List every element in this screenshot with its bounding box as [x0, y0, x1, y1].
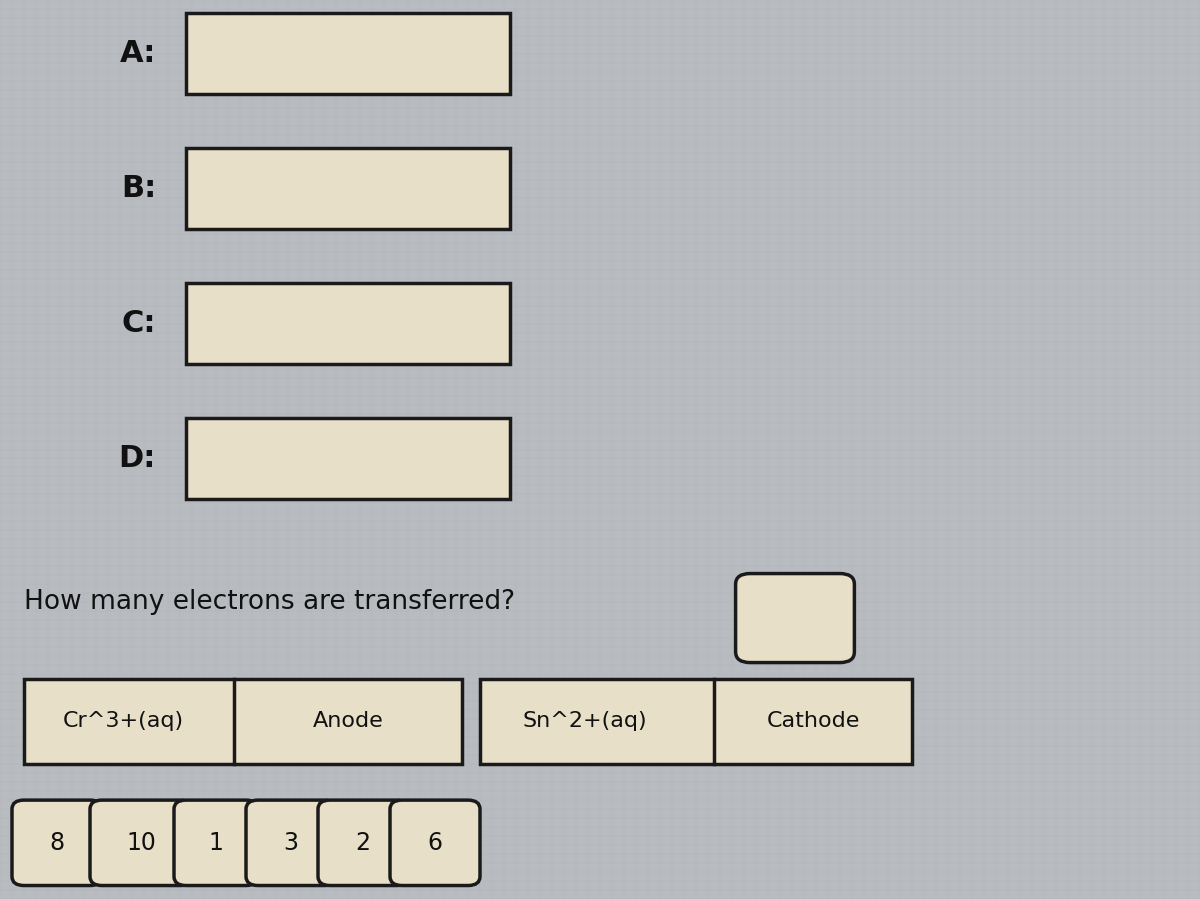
Text: 6: 6: [427, 831, 443, 855]
FancyBboxPatch shape: [90, 800, 192, 886]
FancyBboxPatch shape: [186, 418, 510, 499]
Text: Sn^2+(aq): Sn^2+(aq): [523, 711, 647, 732]
FancyBboxPatch shape: [186, 13, 510, 94]
FancyBboxPatch shape: [174, 800, 258, 886]
Text: D:: D:: [119, 444, 156, 473]
Text: 1: 1: [209, 831, 223, 855]
FancyBboxPatch shape: [480, 679, 912, 764]
Text: How many electrons are transferred?: How many electrons are transferred?: [24, 590, 515, 615]
Text: B:: B:: [121, 174, 156, 203]
Text: 10: 10: [126, 831, 156, 855]
FancyBboxPatch shape: [390, 800, 480, 886]
FancyBboxPatch shape: [186, 148, 510, 229]
FancyBboxPatch shape: [12, 800, 102, 886]
Text: 3: 3: [283, 831, 299, 855]
Text: 8: 8: [49, 831, 65, 855]
Text: A:: A:: [120, 40, 156, 68]
FancyBboxPatch shape: [246, 800, 336, 886]
Text: 2: 2: [355, 831, 371, 855]
Text: Cr^3+(aq): Cr^3+(aq): [62, 711, 184, 732]
FancyBboxPatch shape: [736, 574, 854, 663]
Text: Cathode: Cathode: [767, 711, 859, 732]
Text: C:: C:: [121, 309, 156, 338]
FancyBboxPatch shape: [318, 800, 408, 886]
FancyBboxPatch shape: [24, 679, 462, 764]
FancyBboxPatch shape: [186, 283, 510, 364]
Text: Anode: Anode: [313, 711, 383, 732]
